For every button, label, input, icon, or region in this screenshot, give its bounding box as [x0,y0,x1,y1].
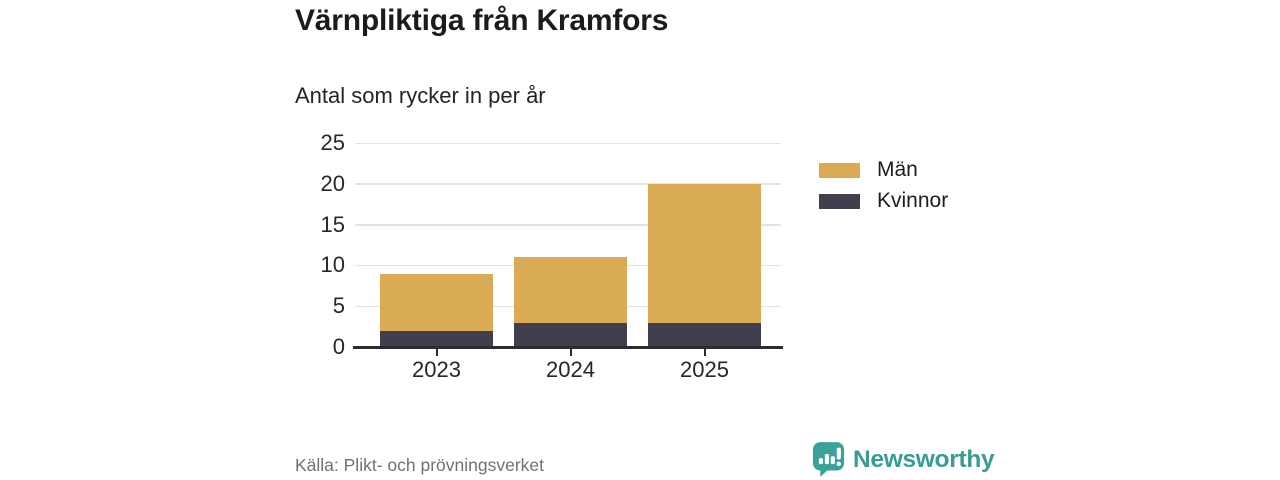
x-tick-label: 2024 [546,357,595,382]
legend-item-män: Män [819,158,948,182]
x-tick-label: 2025 [680,357,729,382]
brand-name: Newsworthy [853,445,995,473]
gridline [355,142,781,144]
bar-segment-kvinnor-2023 [380,330,493,347]
legend-item-kvinnor: Kvinnor [819,189,948,213]
y-tick-label: 20 [320,170,345,196]
gridline [355,224,781,226]
source-note: Källa: Plikt- och prövningsverket [295,455,544,475]
y-tick-label: 25 [320,130,345,155]
y-tick-label: 15 [320,211,345,237]
legend-swatch [819,162,860,178]
chart-subtitle: Antal som rycker in per år [295,83,546,108]
legend: Män Kvinnor [819,158,948,213]
page-title: Värnpliktiga från Kramfors [295,4,669,37]
x-axis-tick [569,349,572,356]
bar-segment-män-2024 [514,257,627,323]
newsworthy-chart-bubble-icon [812,442,845,477]
x-axis-tick [435,349,438,356]
y-tick-label: 10 [320,252,345,278]
legend-swatch [819,193,860,209]
bar-segment-män-2025 [648,183,761,323]
x-axis-tick [703,349,706,356]
brand-logo: Newsworthy [812,441,995,478]
plot-area [353,142,783,356]
y-tick-label: 0 [332,334,345,359]
legend-label: Män [877,158,918,181]
x-tick-label: 2023 [412,357,461,382]
y-tick-label: 5 [332,293,345,319]
bar-segment-kvinnor-2024 [514,322,627,347]
legend-label: Kvinnor [877,189,949,212]
bar-segment-kvinnor-2025 [648,322,761,347]
bar-segment-män-2023 [380,273,493,331]
gridline [355,183,781,185]
